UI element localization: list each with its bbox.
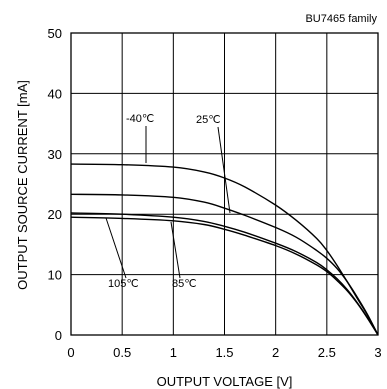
y-axis-label: OUTPUT SOURCE CURRENT [mA] xyxy=(15,80,30,290)
y-tick-label: 50 xyxy=(48,26,62,41)
chart-title: BU7465 family xyxy=(305,13,377,25)
series-line-1 xyxy=(70,193,379,336)
annotation-minus40c: -40℃ xyxy=(126,113,154,125)
x-tick-label: 0 xyxy=(67,345,74,360)
x-tick-label: 2.5 xyxy=(318,345,336,360)
y-tick-label: 30 xyxy=(48,147,62,162)
curves xyxy=(70,163,379,336)
plot-frame xyxy=(70,32,379,336)
series-line-3 xyxy=(70,216,379,336)
annotation-85c: 85℃ xyxy=(172,278,197,290)
y-tick-label: 10 xyxy=(48,268,62,283)
x-axis-label: OUTPUT VOLTAGE [V] xyxy=(157,374,293,389)
x-tick-label: 2 xyxy=(272,345,279,360)
x-tick-label: 1 xyxy=(170,345,177,360)
annotation-25c: 25℃ xyxy=(196,114,221,126)
annotation-105c: 105℃ xyxy=(108,278,139,290)
y-tick-label: 0 xyxy=(55,328,62,343)
grid xyxy=(71,33,378,335)
leader-105c xyxy=(105,217,127,279)
y-tick-label: 20 xyxy=(48,207,62,222)
leader-85c xyxy=(170,221,181,279)
x-tick-label: 0.5 xyxy=(113,345,131,360)
x-tick-label: 1.5 xyxy=(215,345,233,360)
y-tick-label: 40 xyxy=(48,86,62,101)
leader-25c xyxy=(217,126,231,214)
x-tick-label: 3 xyxy=(374,345,381,360)
